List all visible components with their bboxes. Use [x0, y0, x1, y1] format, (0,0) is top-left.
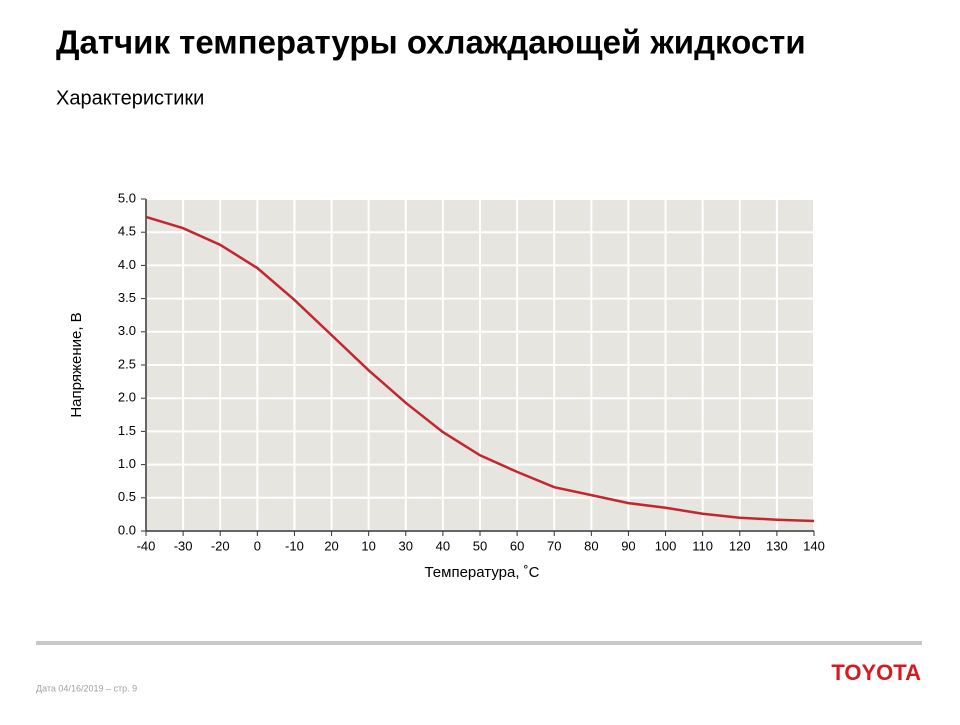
y-tick-label: 4.0	[118, 257, 136, 272]
x-tick-label: 130	[766, 538, 788, 553]
x-tick-label: 40	[436, 538, 450, 553]
logo: TOYOTA	[831, 660, 921, 685]
y-tick-label: 0.5	[118, 489, 136, 504]
data-line	[145, 215, 815, 523]
x-tick-label: 80	[584, 538, 598, 553]
x-tick-label: 100	[655, 538, 677, 553]
x-tick-label: 60	[510, 538, 524, 553]
slide-title: Датчик температуры охлаждающей жидкости	[56, 24, 806, 61]
x-tick-label: 140	[803, 538, 825, 553]
x-tick-label: 110	[692, 538, 713, 553]
x-tick-label: 20	[324, 538, 338, 553]
chart: 0.0 0.5 1.0 1.5 2.0 2.5 3.0 3.5 4.0 4.5 5.0 -40 -30 -…	[68, 190, 825, 581]
y-tick-label: 2.0	[118, 390, 136, 405]
y-tick-label: 3.5	[118, 290, 136, 305]
x-axis-label: Температура, ˚C	[424, 564, 539, 581]
y-tick-label: 2.5	[118, 356, 136, 371]
x-tick-label: -40	[137, 538, 156, 553]
y-tick-label: 4.5	[118, 224, 136, 239]
x-tick-label: 70	[547, 538, 561, 553]
x-tick-label: 50	[473, 538, 487, 553]
x-tick-label: -20	[211, 538, 230, 553]
y-tick-label: 1.0	[118, 456, 136, 471]
x-tick-label: 0	[254, 538, 261, 553]
footer-text: Дата 04/16/2019 – стр. 9	[36, 683, 137, 693]
slide-subtitle: Характеристики	[56, 87, 204, 109]
footer-rule	[36, 641, 922, 645]
x-tick-label: 90	[621, 538, 635, 553]
y-axis-label: Напряжение, В	[68, 312, 85, 417]
x-tick-label: 10	[361, 538, 375, 553]
y-tick-label: 1.5	[118, 423, 136, 438]
x-tick-label: 30	[399, 538, 413, 553]
y-tick-label: 5.0	[118, 190, 136, 205]
x-tick-label: 120	[729, 538, 751, 553]
x-tick-label: -30	[174, 538, 193, 553]
y-tick-label: 0.0	[118, 522, 136, 537]
y-tick-label: 3.0	[118, 323, 136, 338]
x-tick-label: -10	[285, 538, 304, 553]
